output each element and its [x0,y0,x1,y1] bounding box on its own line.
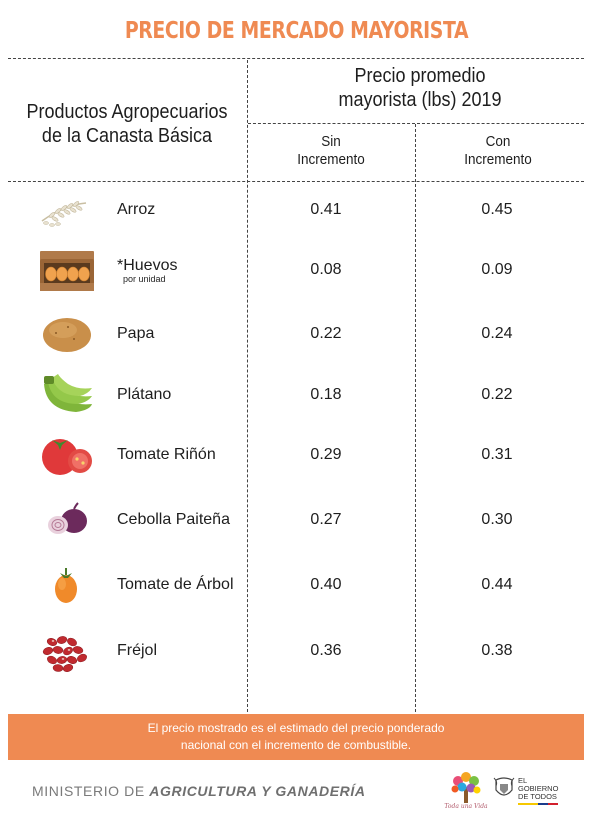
table-row: Plátano 0.18 0.22 [0,370,593,420]
product-name: Cebolla Paiteña [117,495,230,545]
col-con-header-line1: Con [485,133,511,150]
product-name: Arroz [117,185,155,235]
price-con-incremento: 0.30 [481,511,513,528]
product-label: Cebolla Paiteña [117,511,230,528]
price-con-incremento: 0.09 [481,261,513,278]
table-row: Tomate de Árbol 0.40 0.44 [0,560,593,610]
divider-col1 [247,60,248,712]
divider-top [8,58,584,59]
footnote-line1: El precio mostrado es el estimado del pr… [147,721,445,735]
price-sin-incremento: 0.27 [310,511,342,528]
product-label: *Huevos [117,256,178,274]
price-con-incremento: 0.31 [481,446,513,463]
gobierno-line2: GOBIERNO [518,784,559,793]
divider-subheader [248,123,584,124]
product-name: Tomate Riñón [117,430,216,480]
ministry-name-bold: AGRICULTURA Y GANADERÍA [149,783,366,799]
col-sin-header-line1: Sin [321,133,341,150]
eggs-icon [40,251,94,291]
rice-icon [41,201,87,227]
product-name: Tomate de Árbol [117,560,234,610]
table-row: Tomate Riñón 0.29 0.31 [0,430,593,480]
col-sin-header: Sin Incremento [259,133,403,169]
product-label: Plátano [117,386,172,403]
price-sin-incremento: 0.22 [310,325,342,342]
page-title: PRECIO DE MERCADO MAYORISTA [124,18,469,44]
price-con-incremento: 0.24 [481,325,513,342]
col-con-header: Con Incremento [426,133,570,169]
beans-icon [42,636,88,672]
ministry-name-light: MINISTERIO DE [32,783,150,799]
divider-col2 [415,124,416,712]
products-header-line1: Productos Agropecuarios [26,101,228,123]
gobierno-line1: EL [518,776,528,785]
price-sin-incremento: 0.18 [310,386,342,403]
product-name: Fréjol [117,626,157,676]
gobierno-de-todos-text: EL GOBIERNO DE TODOS [518,777,558,801]
products-header-line2: de la Canasta Básica [41,125,213,147]
product-name: Plátano [117,370,171,420]
onion-icon [48,502,87,534]
products-header: Productos Agropecuarios de la Canasta Bá… [20,100,234,148]
price-sin-incremento: 0.41 [310,201,342,218]
price-header: Precio promedio mayorista (lbs) 2019 [267,64,573,112]
product-label: Fréjol [117,642,158,659]
tree-tomato-icon [55,568,77,603]
table-row: Arroz 0.41 0.45 [0,185,593,235]
price-con-incremento: 0.22 [481,386,513,403]
price-sin-incremento: 0.29 [310,446,342,463]
footnote-banner: El precio mostrado es el estimado del pr… [8,714,584,760]
product-label: Arroz [117,201,156,218]
table-row: Fréjol 0.36 0.38 [0,626,593,676]
price-header-line1: Precio promedio [354,65,486,87]
col-con-header-line2: Incremento [464,151,532,168]
price-header-line2: mayorista (lbs) 2019 [338,89,502,111]
potato-icon [43,318,91,352]
tomato-icon [42,439,92,475]
coat-of-arms-icon [493,777,515,796]
price-con-incremento: 0.38 [481,642,513,659]
product-name: *Huevos por unidad [117,245,177,295]
price-sin-incremento: 0.36 [310,642,342,659]
footnote-line2: nacional con el incremento de combustibl… [180,738,412,752]
product-sublabel: por unidad [123,273,166,284]
ministry-name: MINISTERIO DE AGRICULTURA Y GANADERÍA [32,783,366,799]
plantain-icon [44,374,92,412]
table-row: Cebolla Paiteña 0.27 0.30 [0,495,593,545]
divider-header [8,181,584,182]
product-label: Tomate Riñón [117,446,216,463]
toda-una-vida-text: Toda una Vida [444,803,488,810]
toda-una-vida-logo [451,772,481,803]
table-row: Papa 0.22 0.24 [0,309,593,359]
gobierno-line3: DE TODOS [518,792,557,801]
product-label: Papa [117,325,155,342]
price-sin-incremento: 0.08 [310,261,342,278]
col-sin-header-line2: Incremento [297,151,365,168]
price-sin-incremento: 0.40 [310,576,342,593]
flag-stripe [518,803,558,805]
table-row: *Huevos por unidad 0.08 0.09 [0,245,593,295]
product-label: Tomate de Árbol [117,576,234,593]
price-con-incremento: 0.45 [481,201,513,218]
price-con-incremento: 0.44 [481,576,513,593]
product-name: Papa [117,309,154,359]
